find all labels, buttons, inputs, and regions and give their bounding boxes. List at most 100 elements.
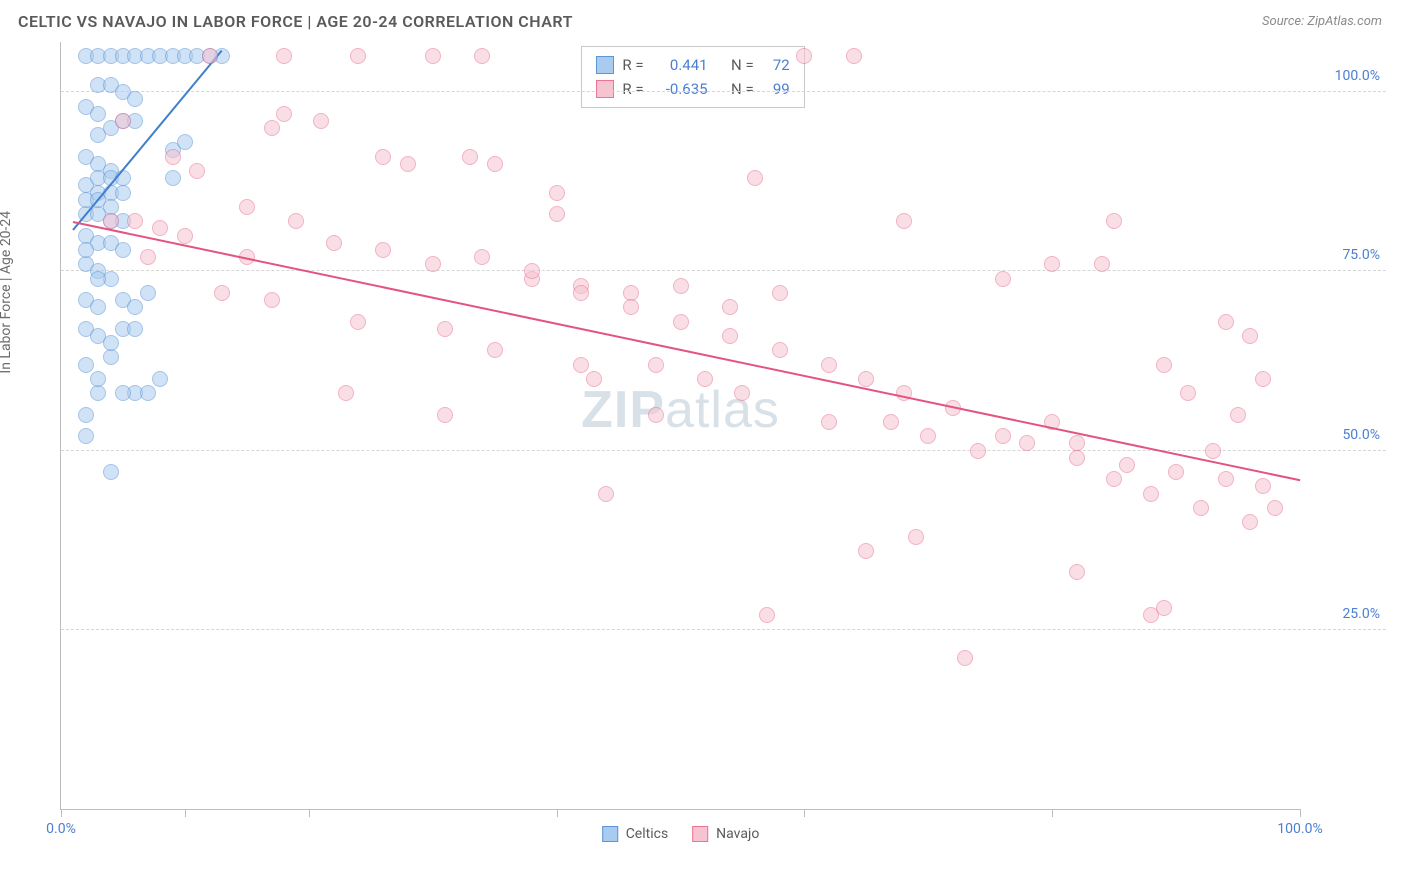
navajo-point (1156, 357, 1172, 373)
x-tick-label: 100.0% (1277, 821, 1322, 837)
navajo-point (920, 428, 936, 444)
x-tick (1300, 809, 1301, 817)
navajo-point (350, 314, 366, 330)
series-legend: Celtics Navajo (602, 823, 760, 845)
navajo-point (796, 48, 812, 64)
celtics-point (140, 385, 156, 401)
navajo-point (1180, 385, 1196, 401)
navajo-point (673, 314, 689, 330)
navajo-point (400, 156, 416, 172)
legend-item-celtics: Celtics (602, 823, 668, 845)
navajo-point (772, 342, 788, 358)
navajo-point (747, 170, 763, 186)
celtics-point (127, 299, 143, 315)
navajo-point (288, 213, 304, 229)
navajo-point (1242, 328, 1258, 344)
y-tick-label: 75.0% (1342, 247, 1380, 263)
stats-legend-row: R = -0.635 N = 99 (596, 77, 789, 101)
navajo-point (623, 299, 639, 315)
navajo-point (673, 278, 689, 294)
celtics-point (127, 91, 143, 107)
r-label: R = (622, 77, 643, 101)
legend-label: Navajo (716, 823, 759, 845)
celtics-point (78, 357, 94, 373)
y-tick-label: 50.0% (1342, 427, 1380, 443)
navajo-point (177, 228, 193, 244)
stats-legend: R =0.441 N =72R =-0.635 N =99 (581, 46, 804, 108)
x-tick-label: 0.0% (46, 821, 76, 837)
x-tick (557, 809, 558, 817)
celtics-point (115, 185, 131, 201)
n-value: 99 (762, 77, 790, 101)
navajo-point (425, 48, 441, 64)
navajo-point (1106, 213, 1122, 229)
celtics-point (90, 371, 106, 387)
navajo-point (214, 285, 230, 301)
navajo-point (1119, 457, 1135, 473)
n-label: N = (731, 77, 754, 101)
celtics-point (78, 428, 94, 444)
legend-item-navajo: Navajo (692, 823, 759, 845)
r-value: 0.441 (652, 53, 708, 77)
celtics-point (115, 170, 131, 186)
chart-container: In Labor Force | Age 20-24 ZIPatlas R =0… (18, 42, 1386, 852)
navajo-point (598, 486, 614, 502)
navajo-point (549, 185, 565, 201)
navajo-point (1242, 514, 1258, 530)
y-tick-label: 25.0% (1342, 606, 1380, 622)
navajo-point (1156, 600, 1172, 616)
navajo-point (375, 242, 391, 258)
r-label: R = (622, 53, 643, 77)
legend-swatch (602, 826, 618, 842)
navajo-point (1019, 435, 1035, 451)
navajo-point (165, 149, 181, 165)
navajo-point (1205, 443, 1221, 459)
navajo-point (573, 357, 589, 373)
navajo-point (487, 156, 503, 172)
navajo-point (759, 607, 775, 623)
navajo-point (858, 543, 874, 559)
navajo-point (115, 113, 131, 129)
navajo-point (1143, 486, 1159, 502)
celtics-point (115, 385, 131, 401)
celtics-point (152, 371, 168, 387)
navajo-point (908, 529, 924, 545)
navajo-point (326, 235, 342, 251)
navajo-point (1094, 256, 1110, 272)
navajo-point (722, 328, 738, 344)
navajo-point (313, 113, 329, 129)
navajo-point (858, 371, 874, 387)
navajo-point (1193, 500, 1209, 516)
navajo-point (821, 414, 837, 430)
navajo-point (437, 321, 453, 337)
celtics-point (90, 385, 106, 401)
navajo-point (1069, 435, 1085, 451)
navajo-point (722, 299, 738, 315)
celtics-point (127, 321, 143, 337)
n-label: N = (731, 53, 754, 77)
navajo-point (338, 385, 354, 401)
navajo-point (821, 357, 837, 373)
navajo-point (883, 414, 899, 430)
navajo-point (648, 407, 664, 423)
navajo-point (474, 249, 490, 265)
legend-label: Celtics (626, 823, 668, 845)
navajo-point (1218, 471, 1234, 487)
navajo-point (1044, 256, 1060, 272)
navajo-point (995, 428, 1011, 444)
celtics-point (90, 271, 106, 287)
navajo-point (648, 357, 664, 373)
gridline (61, 91, 1386, 92)
navajo-point (995, 271, 1011, 287)
legend-swatch (596, 56, 614, 74)
r-value: -0.635 (652, 77, 708, 101)
navajo-point (437, 407, 453, 423)
navajo-point (487, 342, 503, 358)
stats-legend-row: R =0.441 N =72 (596, 53, 789, 77)
celtics-point (103, 349, 119, 365)
navajo-point (1230, 407, 1246, 423)
navajo-point (896, 213, 912, 229)
x-tick (804, 809, 805, 817)
navajo-point (239, 199, 255, 215)
celtics-point (90, 299, 106, 315)
